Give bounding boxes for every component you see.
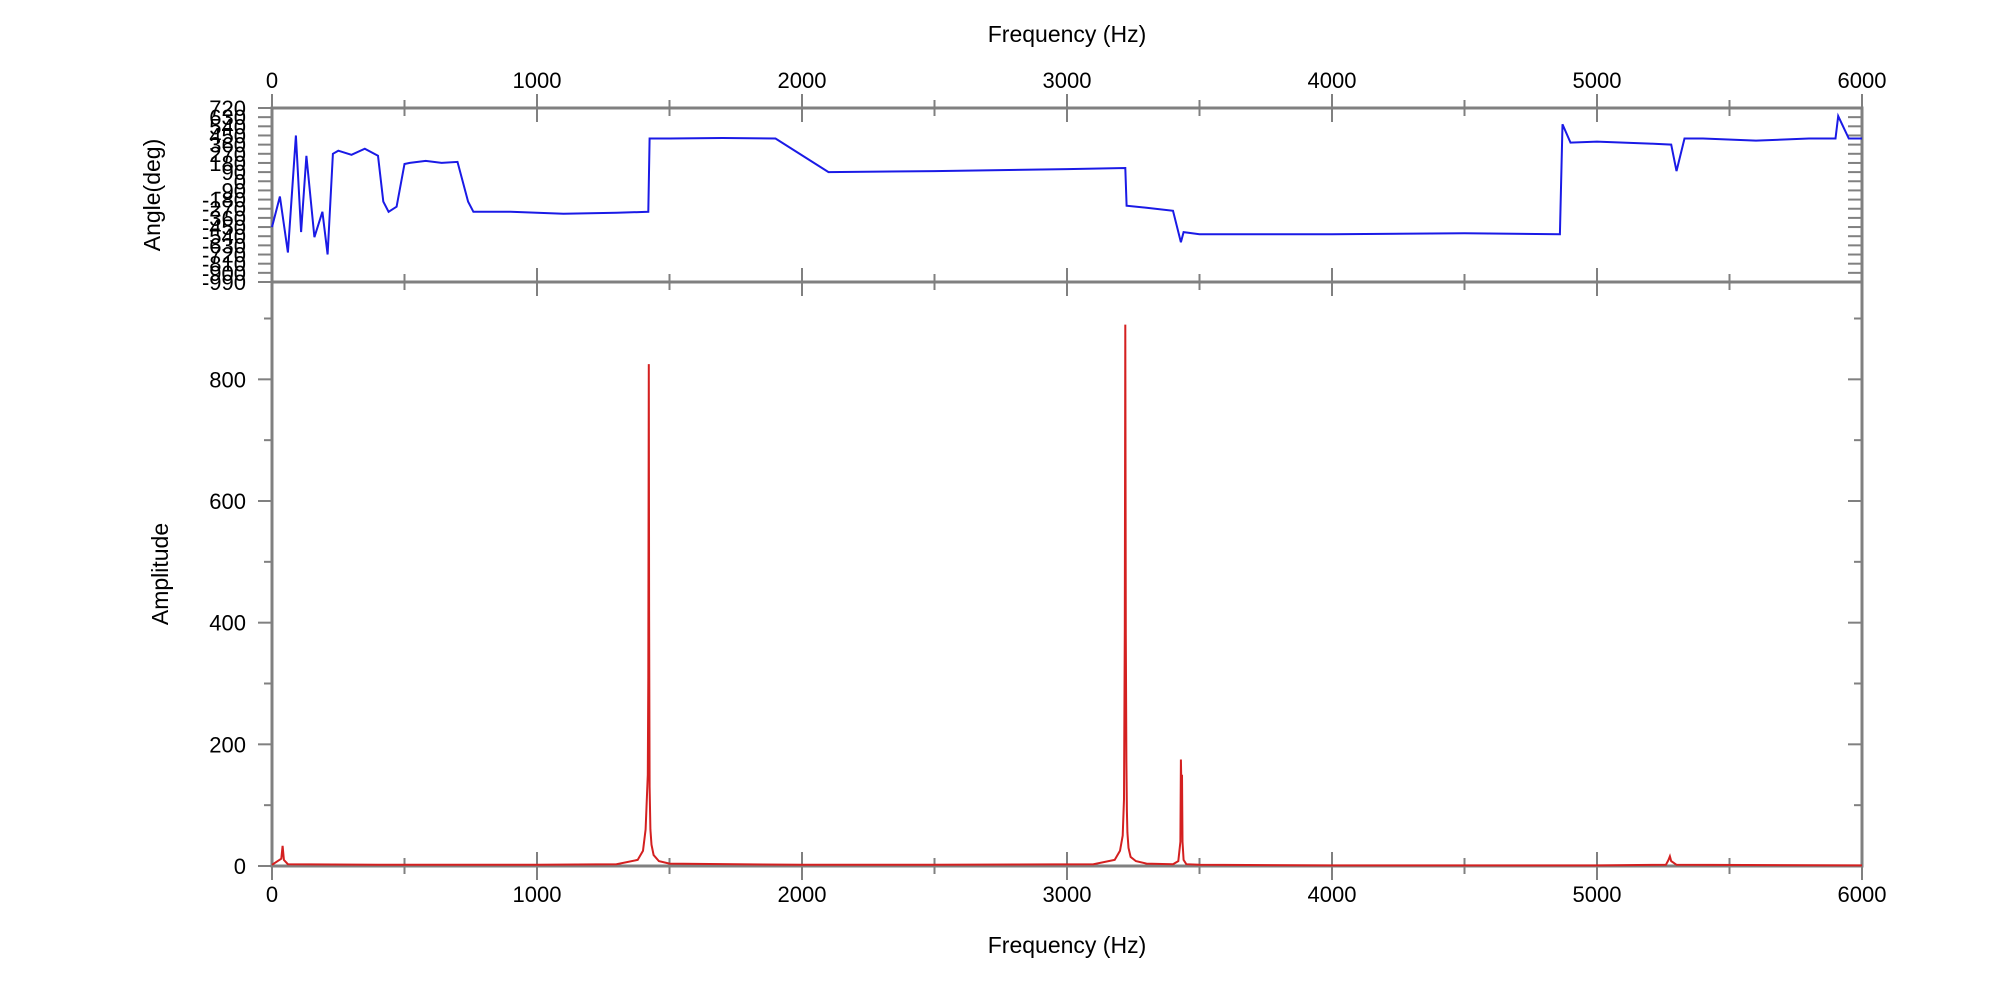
- amplitude-y-tick-label: 400: [209, 611, 246, 636]
- phase-y-tick-label: 540: [209, 114, 246, 139]
- phase-y-tick-label: 90: [222, 160, 246, 185]
- amplitude-x-tick-label: 4000: [1308, 882, 1357, 907]
- phase-y-tick-label: 720: [209, 96, 246, 121]
- phase-y-tick-label: -360: [202, 206, 246, 231]
- phase-y-tick-label: 360: [209, 133, 246, 158]
- phase-frame: [270, 106, 1864, 284]
- amplitude-y-tick-label: 800: [209, 367, 246, 392]
- amplitude-y-tick-label: 200: [209, 732, 246, 757]
- phase-y-tick-label: 180: [209, 151, 246, 176]
- phase-y-tick-label: -900: [202, 261, 246, 286]
- amplitude-series-line: [271, 324, 1863, 867]
- phase-x-tick-label: 5000: [1573, 68, 1622, 93]
- amplitude-x-tick-label: 6000: [1838, 882, 1887, 907]
- amplitude-frame: [270, 280, 1864, 868]
- amplitude-x-axis-title: Frequency (Hz): [988, 932, 1146, 958]
- phase-x-tick-label: 2000: [778, 68, 827, 93]
- phase-y-axis-title: Angle(deg): [139, 139, 165, 252]
- phase-y-tick-label: -630: [202, 233, 246, 258]
- phase-y-tick-label: -90: [214, 178, 246, 203]
- amplitude-x-tick-label: 3000: [1043, 882, 1092, 907]
- phase-x-tick-label: 0: [266, 68, 278, 93]
- phase-y-tick-label: -810: [202, 252, 246, 277]
- phase-x-tick-label: 4000: [1308, 68, 1357, 93]
- amplitude-y-axis-title: Amplitude: [147, 523, 173, 625]
- phase-y-tick-label: 270: [209, 142, 246, 167]
- phase-y-tick-label: 0: [234, 169, 246, 194]
- amplitude-y-tick-label: 600: [209, 489, 246, 514]
- phase-panel: 0 1000 2000 3000 4000 5000 6000 Frequency (Hz) 7…: [139, 21, 1886, 295]
- amplitude-y-tick-label: 0: [234, 854, 246, 879]
- phase-y-tick-label: -180: [202, 188, 246, 213]
- amplitude-panel: 0 1000 2000 3000 4000 5000 6000 Frequency (Hz) 0…: [147, 280, 1887, 958]
- phase-y-tick-label: -990: [202, 270, 246, 295]
- phase-y-tick-label: -450: [202, 215, 246, 240]
- phase-y-tick-label: -720: [202, 243, 246, 268]
- amplitude-x-tick-label: 0: [266, 882, 278, 907]
- phase-y-tick-label: 630: [209, 105, 246, 130]
- phase-y-tick-label: -540: [202, 224, 246, 249]
- amplitude-x-tick-label: 1000: [513, 882, 562, 907]
- phase-series-line: [271, 112, 1862, 255]
- phase-x-tick-label: 6000: [1838, 68, 1887, 93]
- amplitude-x-tick-label: 5000: [1573, 882, 1622, 907]
- phase-x-tick-label: 1000: [513, 68, 562, 93]
- phase-x-axis-title: Frequency (Hz): [988, 21, 1146, 47]
- phase-y-tick-label: -270: [202, 197, 246, 222]
- amplitude-x-tick-label: 2000: [778, 882, 827, 907]
- phase-x-tick-label: 3000: [1043, 68, 1092, 93]
- phase-y-tick-label: 450: [209, 123, 246, 148]
